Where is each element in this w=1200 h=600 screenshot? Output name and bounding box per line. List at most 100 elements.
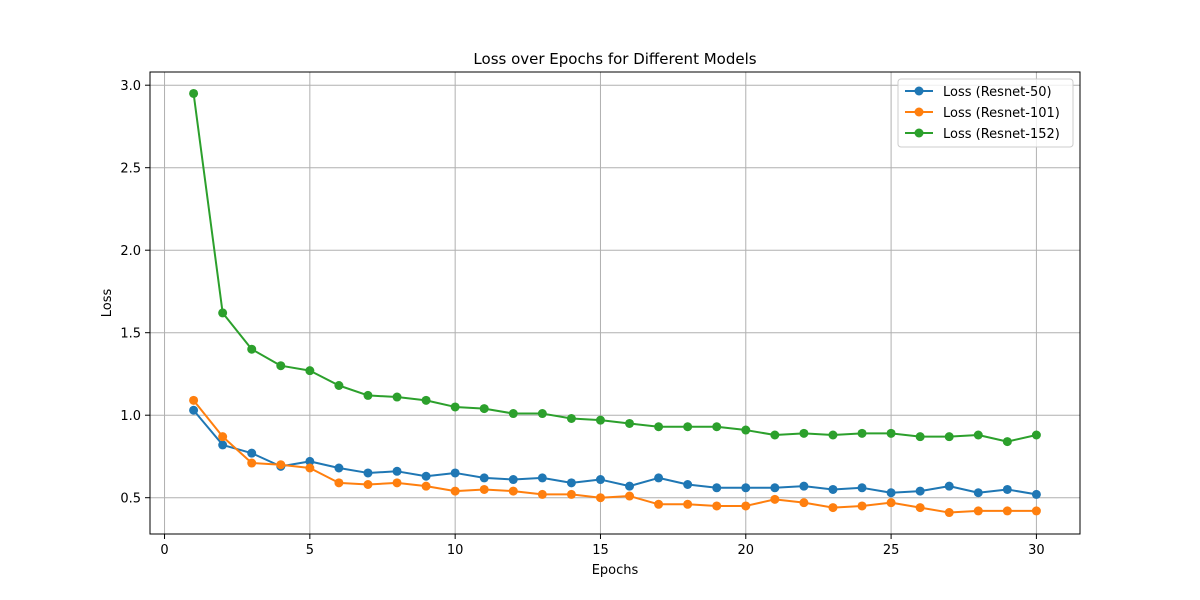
data-point [973,506,983,516]
y-tick-label: 1.5 [120,327,141,342]
data-point [828,484,838,494]
data-point [770,483,780,493]
data-point [566,489,576,499]
data-point [479,473,489,483]
data-point [683,499,693,509]
y-tick-label: 2.5 [120,162,141,177]
data-point [537,409,547,419]
data-point [421,395,431,405]
plot-area [150,72,1080,534]
data-point [363,480,373,489]
data-point [857,483,867,493]
data-point [247,344,257,354]
data-point [712,422,722,432]
data-point [1031,489,1041,499]
data-point [886,488,896,498]
data-point [421,471,431,481]
data-point [799,428,809,438]
data-point [276,361,286,371]
series-line [192,409,1037,496]
data-point [1031,506,1041,516]
data-point [247,458,257,468]
data-point [392,392,402,402]
series-line [192,399,1037,514]
data-point [595,493,605,503]
data-point [305,366,315,376]
data-point [450,402,460,412]
data-point [654,422,664,432]
data-point [189,88,199,98]
y-axis-label: Loss [100,289,115,318]
data-point [915,432,925,442]
x-tick-label: 15 [592,543,609,558]
data-point [566,414,576,423]
y-tick-label: 1.0 [120,409,141,424]
data-point [1002,484,1012,494]
data-point [305,463,315,473]
data-point [973,430,983,440]
data-point [741,425,751,435]
legend-label: Loss (Resnet-50) [943,85,1052,100]
data-point [828,503,838,513]
x-tick-label: 10 [447,543,464,558]
data-point [944,481,954,491]
data-point [450,468,460,478]
chart-title: Loss over Epochs for Different Models [473,50,756,68]
data-point [770,430,780,440]
data-point [276,460,286,470]
data-point [305,456,315,466]
data-point [479,484,489,494]
data-point [944,432,954,442]
legend-swatch-marker [914,128,924,138]
data-point [857,428,867,438]
ticks: 0 5 10 15 20 25 30 0.5 1.0 1.5 2.0 2.5 3.0 [120,79,1044,558]
data-point [625,481,635,491]
data-point [392,466,402,476]
data-point [683,480,693,489]
data-point [566,478,576,488]
data-point [886,428,896,438]
x-tick-label: 30 [1028,543,1045,558]
data-point [595,415,605,425]
series-group [189,88,1041,518]
data-point [218,440,228,450]
y-tick-label: 2.0 [120,244,141,259]
data-point [334,463,344,473]
data-point [595,475,605,485]
data-point [537,489,547,499]
series [189,395,1041,518]
data-point [508,475,518,485]
legend-label: Loss (Resnet-101) [943,106,1060,121]
data-point [1002,506,1012,516]
y-tick-label: 3.0 [120,79,141,94]
plot-frame [149,71,1081,535]
data-point [392,478,402,488]
series-line [192,93,1037,443]
x-tick-label: 0 [160,543,168,558]
data-point [741,483,751,493]
data-point [654,499,664,509]
data-point [799,481,809,491]
data-point [712,501,722,511]
data-point [479,404,489,414]
x-axis-label: Epochs [592,563,639,578]
data-point [218,308,228,318]
legend-label: Loss (Resnet-152) [943,127,1060,142]
data-point [886,498,896,508]
data-point [508,486,518,496]
data-point [247,448,257,458]
data-point [421,481,431,491]
data-point [683,422,693,432]
legend-swatch-marker [914,107,924,117]
x-tick-label: 20 [738,543,755,558]
legend-swatch-marker [914,86,924,96]
x-tick-label: 25 [883,543,900,558]
data-point [363,468,373,478]
data-point [973,488,983,498]
data-point [770,494,780,504]
data-point [537,473,547,483]
data-point [712,483,722,493]
data-point [450,486,460,496]
data-point [334,478,344,488]
